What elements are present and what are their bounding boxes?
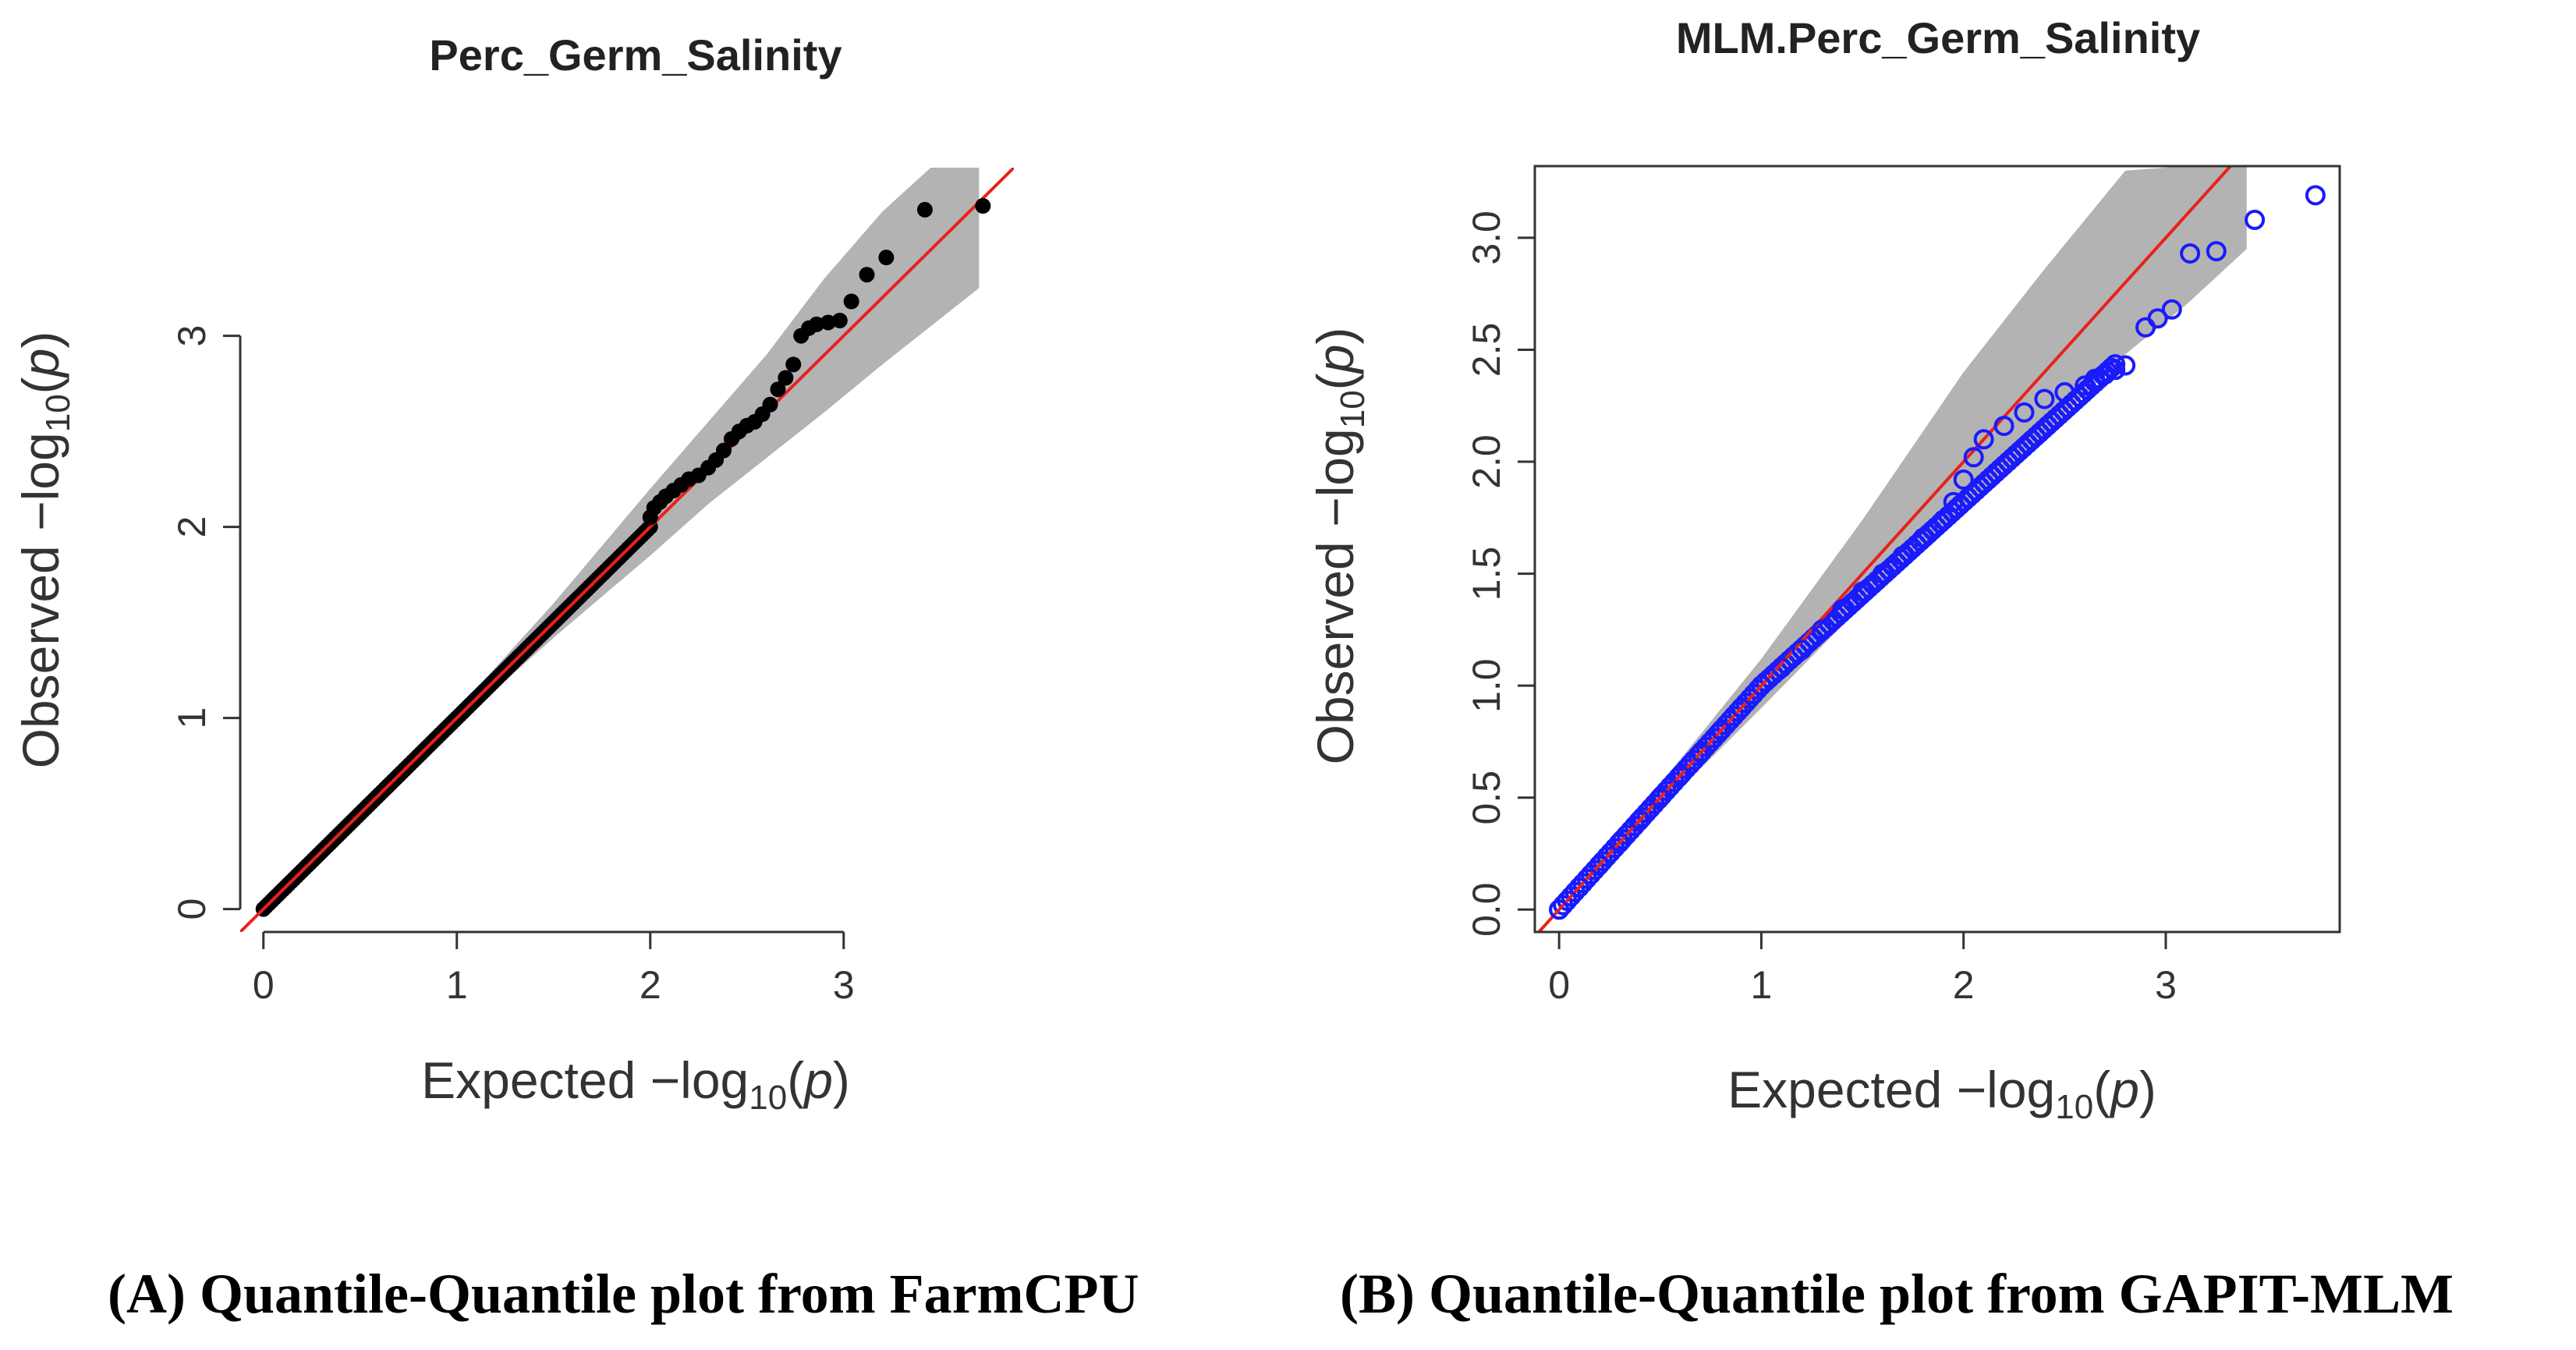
qq-point bbox=[1710, 720, 1731, 741]
qq-point bbox=[1963, 447, 1984, 468]
qq-point bbox=[762, 396, 778, 413]
qq-point bbox=[1953, 469, 1974, 490]
x-axis-label: Expected −log10(p) bbox=[421, 1051, 850, 1117]
qq-point bbox=[820, 314, 836, 331]
qq-point bbox=[878, 250, 895, 266]
x-tick-label: 0 bbox=[1548, 963, 1570, 1007]
x-tick-label: 3 bbox=[833, 963, 855, 1007]
figure-captions: (A) Quantile-Quantile plot from FarmCPU … bbox=[0, 1262, 2576, 1348]
y-tick-label: 2.5 bbox=[1465, 323, 1508, 377]
y-tick-label: 2 bbox=[170, 516, 214, 538]
y-tick-label: 3 bbox=[170, 325, 214, 347]
qq-point bbox=[1973, 429, 1994, 450]
y-tick-label: 0.5 bbox=[1465, 771, 1508, 825]
qq-point bbox=[1872, 563, 1893, 584]
qq-point bbox=[2075, 375, 2096, 396]
qq-point bbox=[975, 198, 991, 214]
qq-point bbox=[1912, 527, 1933, 548]
qq-point bbox=[1549, 899, 1570, 920]
qq-point bbox=[785, 356, 802, 373]
confidence-band-layer bbox=[263, 168, 980, 909]
chart-title: MLM.Perc_Germ_Salinity bbox=[1676, 13, 2200, 62]
qq-point bbox=[2014, 402, 2035, 423]
plot-frame bbox=[1533, 165, 2341, 934]
qq-point bbox=[2034, 388, 2055, 409]
qq-point bbox=[1731, 697, 1752, 718]
qq-plot-farmcpu: Perc_Germ_Salinity 0 1 2 3 0 1 2 3 Expected −lo… bbox=[12, 30, 1014, 1117]
x-tick-label: 2 bbox=[1953, 963, 1975, 1007]
y-axis-title: Observed −log10(p) bbox=[12, 331, 77, 769]
observed-points-layer bbox=[642, 198, 991, 526]
qq-point bbox=[2245, 209, 2266, 230]
qq-point bbox=[1791, 640, 1812, 661]
qq-point bbox=[1609, 832, 1630, 853]
caption-panel-b: (B) Quantile-Quantile plot from GAPIT-ML… bbox=[1340, 1263, 2454, 1325]
axes: 0 1 2 3 0.0 0.5 1.0 1.5 2.0 2.5 3.0 bbox=[1465, 165, 2341, 1007]
qq-point bbox=[1649, 787, 1671, 808]
x-tick-label: 2 bbox=[640, 963, 661, 1007]
expected-reference-line bbox=[1537, 166, 2232, 932]
qq-point bbox=[809, 316, 825, 332]
qq-point bbox=[2095, 364, 2116, 385]
qq-point bbox=[2305, 185, 2326, 206]
qq-point bbox=[2085, 368, 2106, 389]
qq-point bbox=[2147, 308, 2168, 329]
qq-point bbox=[859, 267, 875, 283]
qq-point bbox=[2054, 382, 2075, 403]
qq-point bbox=[1943, 491, 1964, 512]
y-axis-label: Observed −log10(p) bbox=[1306, 328, 1372, 765]
x-tick-label: 0 bbox=[253, 963, 275, 1007]
qq-point bbox=[843, 293, 859, 310]
qq-point bbox=[1589, 854, 1610, 875]
x-axis-label: Expected −log10(p) bbox=[1727, 1061, 2156, 1126]
qq-point bbox=[916, 201, 933, 218]
qq-point bbox=[1852, 581, 1873, 602]
qq-point bbox=[1993, 416, 2014, 437]
qq-point bbox=[778, 370, 794, 386]
caption-panel-a: (A) Quantile-Quantile plot from FarmCPU bbox=[108, 1263, 1139, 1325]
chart-title: Perc_Germ_Salinity bbox=[429, 30, 842, 80]
confidence-band bbox=[263, 168, 980, 909]
y-tick-label: 0 bbox=[170, 898, 214, 920]
qq-point bbox=[1771, 657, 1792, 679]
qq-point bbox=[1751, 675, 1772, 696]
y-tick-label: 3.0 bbox=[1465, 211, 1508, 265]
y-tick-label: 0.0 bbox=[1465, 883, 1508, 937]
qq-point bbox=[716, 442, 732, 459]
qq-point bbox=[2115, 355, 2136, 376]
y-axis-label: Observed −log10(p) bbox=[12, 331, 77, 769]
dense-points-layer bbox=[1549, 354, 2126, 920]
qq-point bbox=[1629, 810, 1650, 831]
observed-points-layer bbox=[1549, 185, 2326, 920]
x-tick-label: 1 bbox=[1751, 963, 1773, 1007]
qq-point bbox=[1569, 877, 1590, 898]
expected-reference-line bbox=[240, 168, 1014, 932]
qq-point bbox=[1690, 742, 1711, 764]
qq-point bbox=[2161, 299, 2182, 320]
qq-point bbox=[1670, 765, 1691, 786]
x-axis-title: Expected −log10(p) bbox=[1727, 1061, 2156, 1126]
y-tick-label: 1.5 bbox=[1465, 547, 1508, 601]
qq-plot-gapit-mlm: MLM.Perc_Germ_Salinity 0 1 2 3 0.0 0.5 1.0 1.5 2… bbox=[1306, 13, 2341, 1126]
qq-point bbox=[2206, 241, 2227, 262]
qq-point bbox=[1832, 599, 1853, 620]
x-axis-title: Expected −log10(p) bbox=[421, 1051, 850, 1117]
y-tick-label: 1.0 bbox=[1465, 658, 1508, 713]
y-axis-title: Observed −log10(p) bbox=[1306, 328, 1372, 765]
qq-point bbox=[2105, 354, 2126, 375]
qq-point bbox=[1933, 509, 1954, 530]
qq-point bbox=[2180, 243, 2201, 264]
y-tick-label: 2.0 bbox=[1465, 434, 1508, 489]
axes: 0 1 2 3 0 1 2 3 bbox=[170, 325, 854, 1007]
qq-point bbox=[1812, 619, 1833, 640]
qq-point bbox=[1892, 545, 1913, 566]
x-tick-label: 3 bbox=[2155, 963, 2177, 1007]
qq-point bbox=[831, 313, 848, 328]
x-tick-label: 1 bbox=[446, 963, 468, 1007]
y-tick-label: 1 bbox=[170, 707, 214, 729]
qq-point bbox=[2105, 360, 2126, 381]
qq-point bbox=[770, 381, 786, 398]
